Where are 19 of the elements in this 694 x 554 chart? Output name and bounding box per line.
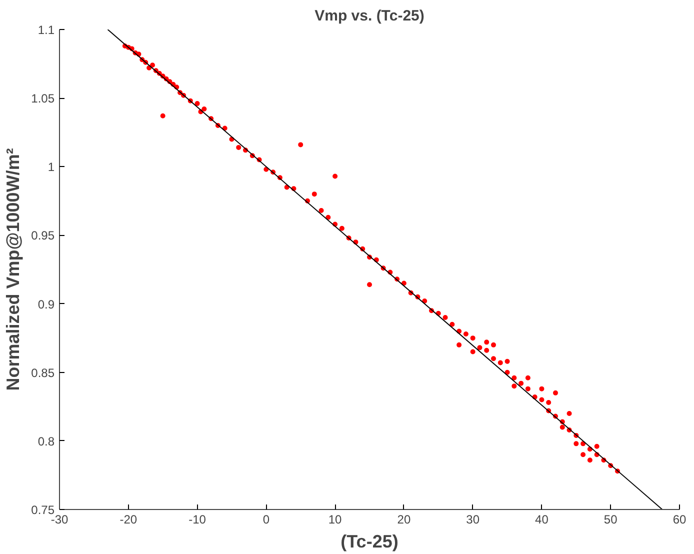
x-axis-title: (Tc-25) [340, 532, 398, 552]
x-tick-label: -20 [120, 512, 138, 526]
x-tick-label: 40 [535, 512, 549, 526]
y-tick-label: 1.05 [31, 92, 55, 106]
x-tick-label: 30 [466, 512, 480, 526]
y-tick-label: 1 [48, 160, 55, 174]
y-axis-title: Normalized Vmp@1000W/m² [3, 148, 24, 391]
x-tick-label: -10 [188, 512, 206, 526]
x-tick-label: 10 [328, 512, 342, 526]
x-tick-label: 60 [672, 512, 686, 526]
x-tick-label: 50 [604, 512, 618, 526]
y-tick-label: 0.85 [31, 366, 55, 380]
y-tick-label: 0.8 [38, 434, 55, 448]
x-tick-label: 0 [262, 512, 270, 526]
y-tick-label: 0.9 [38, 297, 55, 312]
x-tick-label: 20 [397, 512, 411, 526]
chart-title: Vmp vs. (Tc-25) [314, 8, 424, 24]
y-tick-label: 1.1 [38, 23, 55, 37]
y-tick-label: 0.95 [31, 228, 55, 243]
